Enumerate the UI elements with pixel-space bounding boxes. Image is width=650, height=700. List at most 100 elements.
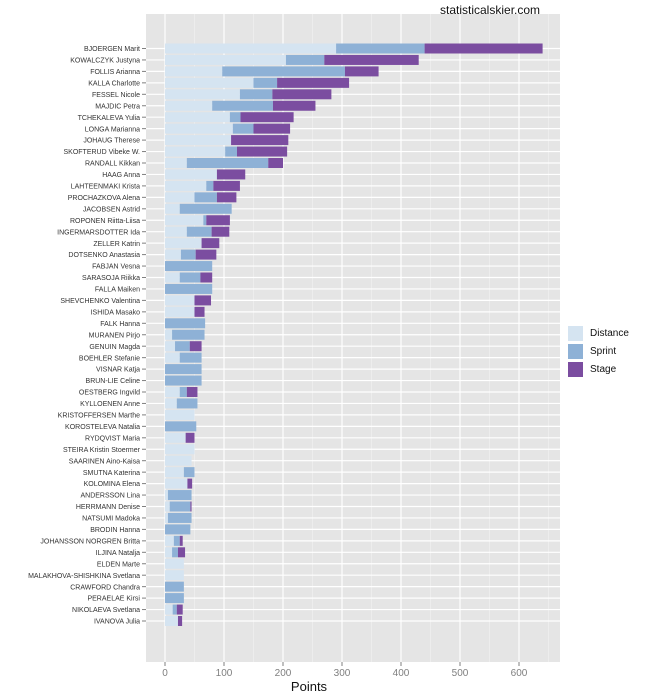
y-tick-label: ROPONEN Riitta-Liisa — [70, 218, 140, 225]
bar-segment-sprint — [172, 547, 178, 558]
y-tick-label: ZELLER Katrin — [93, 241, 140, 248]
legend: Distance Sprint Stage — [567, 324, 629, 378]
bar-segment-sprint — [229, 112, 241, 123]
bar-segment-stage — [324, 54, 419, 65]
bar-segment-stage — [344, 66, 379, 77]
y-tick-label: FOLLIS Arianna — [90, 69, 140, 76]
bar-segment-stage — [424, 43, 543, 54]
y-tick-label: VISNAR Katja — [96, 367, 140, 374]
bar-segment-stage — [186, 387, 198, 397]
bar-segment-distance — [165, 501, 170, 512]
bar-segment-distance — [165, 616, 178, 626]
bar-segment-stage — [194, 306, 205, 317]
y-tick-label: GENUIN Magda — [89, 344, 140, 351]
bar-segment-sprint — [172, 604, 177, 615]
bar-segment-sprint — [173, 535, 180, 546]
bar-segment-stage — [177, 547, 186, 558]
bar-segment-sprint — [183, 467, 195, 478]
bar-segment-sprint — [165, 421, 197, 432]
bar-segment-distance — [165, 512, 168, 523]
bar-segment-stage — [231, 135, 289, 146]
bar-segment-stage — [253, 123, 291, 134]
y-tick-label: INGERMARSDOTTER Ida — [57, 229, 140, 236]
y-tick-label: CRAWFORD Chandra — [70, 584, 140, 591]
x-tick-label: 500 — [452, 668, 469, 679]
bar-segment-sprint — [253, 77, 278, 88]
y-tick-label: TCHEKALEVA Yulia — [78, 115, 140, 122]
y-tick-label: SMUTNA Katerina — [83, 470, 140, 477]
legend-swatch-distance — [567, 324, 584, 342]
legend-swatch-stage — [567, 360, 584, 378]
bar-segment-distance — [165, 43, 337, 54]
y-tick-label: IVANOVA Julia — [94, 619, 140, 626]
bar-segment-distance — [165, 490, 168, 501]
bar-segment-sprint — [285, 54, 325, 65]
bar-segment-stage — [200, 272, 213, 283]
bar-segment-sprint — [222, 66, 345, 77]
y-tick-label: OESTBERG Ingvild — [79, 390, 140, 397]
bar-segment-sprint — [167, 512, 192, 523]
bar-segment-distance — [165, 341, 176, 352]
bar-segment-sprint — [165, 593, 184, 604]
y-tick-label: NATSUMI Madoka — [82, 516, 140, 523]
bar-segment-sprint — [165, 524, 191, 535]
bar-segment-distance — [165, 238, 202, 249]
bar-segment-sprint — [165, 283, 213, 294]
y-tick-label: KYLLOENEN Anne — [80, 401, 140, 408]
y-tick-label: MAJDIC Petra — [95, 103, 140, 110]
bar-segment-distance — [165, 295, 195, 306]
bar-segment-sprint — [212, 100, 273, 111]
bar-segment-sprint — [165, 375, 202, 386]
bar-segment-sprint — [225, 146, 237, 157]
x-axis-ticks: 0 100 200 300 400 500 600 — [162, 662, 528, 679]
y-tick-label: RYDQVIST Maria — [85, 435, 140, 442]
bar-segment-distance — [165, 169, 217, 180]
legend-label-distance: Distance — [590, 327, 629, 339]
bar-segment-sprint — [176, 398, 198, 409]
bar-segment-distance — [165, 352, 180, 363]
y-tick-label: KRISTOFFERSEN Marthe — [58, 413, 140, 420]
bar-segment-distance — [165, 112, 230, 123]
bar-segment-distance — [165, 547, 173, 558]
y-tick-label: BJOERGEN Marit — [84, 46, 140, 53]
y-tick-label: SAARINEN Aino-Kaisa — [69, 458, 140, 465]
bar-segment-sprint — [179, 352, 202, 363]
bar-segment-stage — [187, 478, 193, 489]
bar-segment-distance — [165, 203, 180, 214]
bar-segment-sprint — [336, 43, 425, 54]
y-tick-label: JACOBSEN Astrid — [83, 206, 140, 213]
y-tick-label: STEIRA Kristin Stoermer — [63, 447, 141, 454]
x-tick-label: 100 — [216, 668, 233, 679]
y-tick-label: DOTSENKO Anastasia — [68, 252, 140, 259]
bar-segment-stage — [272, 100, 316, 111]
bar-segment-sprint — [179, 203, 232, 214]
bar-segment-stage — [190, 501, 192, 512]
bar-segment-stage — [201, 238, 220, 249]
bar-segment-distance — [165, 146, 226, 157]
bar-segment-distance — [165, 100, 213, 111]
y-tick-label: HERRMANN Denise — [76, 504, 140, 511]
y-tick-label: FESSEL Nicole — [92, 92, 140, 99]
legend-label-stage: Stage — [590, 363, 617, 375]
y-tick-label: PERAELAE Kirsi — [87, 596, 140, 603]
bar-segment-stage — [179, 535, 183, 546]
y-tick-label: JOHANSSON NORGREN Britta — [40, 538, 140, 545]
y-tick-label: MURANEN Pirjo — [89, 332, 140, 339]
legend-label-sprint: Sprint — [590, 345, 617, 357]
y-tick-label: ELDEN Marte — [97, 561, 140, 568]
bar-segment-distance — [165, 444, 195, 455]
bar-segment-distance — [165, 192, 195, 203]
bar-segment-stage — [189, 341, 202, 352]
y-tick-label: SKOFTERUD Vibeke W. — [63, 149, 140, 156]
bar-segment-stage — [213, 180, 240, 191]
bar-segment-stage — [236, 146, 288, 157]
bar-segment-distance — [165, 158, 187, 168]
bar-segment-distance — [165, 535, 174, 546]
y-tick-label: NIKOLAEVA Svetlana — [72, 607, 140, 614]
bar-segment-sprint — [165, 581, 184, 592]
y-tick-label: FALLA Maiken — [95, 287, 140, 294]
y-tick-label: SHEVCHENKO Valentina — [60, 298, 140, 305]
y-tick-label: KOROSTELEVA Natalia — [65, 424, 140, 431]
bar-segment-distance — [165, 570, 184, 581]
